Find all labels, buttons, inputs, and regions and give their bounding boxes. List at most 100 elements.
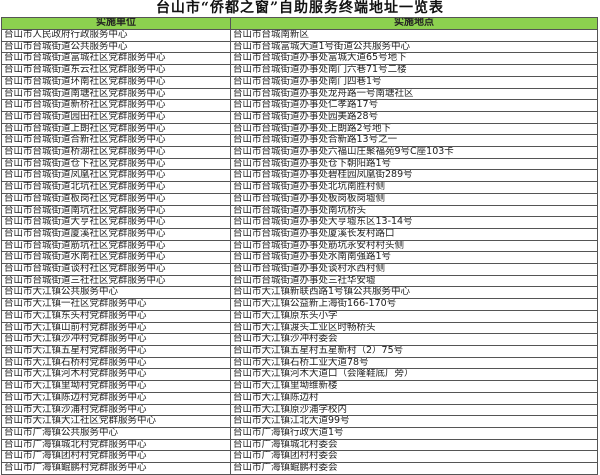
location-cell: 台山市台城街道办事处筋坑永安村村头侧 (230, 239, 598, 253)
table-row: 台山市台城街道凤凰社区党群服务中心 台山市台城街道办事处碧桂园凤凰街289号 (1, 169, 598, 183)
location-cell: 台山市大江镇江北大道99号 (230, 415, 598, 428)
location-cell: 台山市台城街道办事处仓下朝阳路1号 (230, 157, 598, 171)
location-cell: 台山市台城街道办事处上朗路2号地下 (230, 122, 598, 136)
table-row: 台山市广海镇城北村党群服务中心 台山市广海镇城北村委会 (1, 438, 598, 452)
location-cell: 台山市台城街道办事处板岗板岗墟侧 (230, 192, 598, 206)
table-row: 台山市台城街道上朗社区党群服务中心 台山市台城街道办事处上朗路2号地下 (1, 122, 598, 136)
location-cell: 台山市台城街道办事处水南南强路1号 (230, 251, 598, 265)
location-cell: 台山市台城街道办事处南坑桥头 (230, 204, 598, 218)
location-cell: 台山市台城街道办事处三社华安墟 (230, 274, 598, 288)
unit-cell: 台山市台城街道仓下社区党群服务中心 (1, 157, 231, 171)
unit-cell: 台山市广海镇城北村党群服务中心 (1, 438, 231, 452)
location-cell: 台山市台城街道办事处北坑南胜村侧 (230, 181, 598, 194)
location-cell: 台山市大江镇石桥工业大道78号 (230, 356, 598, 370)
header-location: 实施地点 (230, 17, 598, 30)
location-cell: 台山市广海镇团村村委会 (230, 450, 598, 464)
location-cell: 台山市台城街道办事处南门六巷71号二楼 (230, 64, 598, 77)
unit-cell: 台山市台城街道环南社区党群服务中心 (1, 75, 231, 89)
unit-cell: 台山市台城街道水南社区党群服务中心 (1, 251, 231, 265)
location-cell: 台山市大江镇沙冲村委会 (230, 333, 598, 346)
table-row: 台山市大江镇公共服务中心 台山市大江镇新联西路1号镇公共服务中心 (1, 286, 598, 300)
unit-cell: 台山市广海镇团村村党群服务中心 (1, 450, 231, 464)
table-row: 台山市台城街道合新社区党群服务中心 台山市台城街道办事处合新路13号之一 (1, 134, 598, 148)
table-row: 台山市台城街道三社社区党群服务中心 台山市台城街道办事处三社华安墟 (1, 274, 598, 288)
unit-cell: 台山市台城街道公共服务中心 (1, 40, 231, 54)
location-cell: 台山市大江镇原东头小学 (230, 309, 598, 323)
table-row: 台山市台城街道桥湖社区党群服务中心 台山市台城街道办事处六福山庄聚福苑9号C座10… (1, 146, 598, 159)
unit-cell: 台山市大江镇山前村党群服务中心 (1, 321, 231, 335)
unit-cell: 台山市大江镇陈边村党群服务中心 (1, 391, 231, 405)
location-cell: 台山市大江镇里坳维新楼 (230, 380, 598, 393)
table-row: 台山市台城街道筋坑社区党群服务中心 台山市台城街道办事处筋坑永安村村头侧 (1, 239, 598, 253)
unit-cell: 台山市台城街道谈村社区党群服务中心 (1, 263, 231, 276)
table-row: 台山市台城街道南塘社区党群服务中心 台山市台城街道办事处龙舟路一号南塘社区 (1, 87, 598, 101)
unit-cell: 台山市大江镇大江社区党群服务中心 (1, 415, 231, 428)
unit-cell: 台山市台城街道富城社区党群服务中心 (1, 52, 231, 66)
table-row: 台山市大江镇山前村党群服务中心 台山市大江镇渡头工业区时畅桥头 (1, 321, 598, 335)
unit-cell: 台山市台城街道北坑社区党群服务中心 (1, 181, 231, 194)
table-row: 台山市大江镇一社区党群服务中心 台山市大江镇公益新上海街166-170号 (1, 298, 598, 311)
table-row: 台山市大江镇沙浦村党群服务中心 台山市大江镇原沙浦学校内 (1, 403, 598, 417)
table-row: 台山市广海镇公共服务中心 台山市广海镇行政大道1号 (1, 426, 598, 440)
location-cell: 台山市广海镇鲲鹏村委会 (230, 462, 598, 475)
location-cell: 台山市台城街道办事处南门四巷1号 (230, 75, 598, 89)
table-row: 台山市台城街道板岗社区党群服务中心 台山市台城街道办事处板岗板岗墟侧 (1, 192, 598, 206)
unit-cell: 台山市台城街道桥湖社区党群服务中心 (1, 146, 231, 159)
unit-cell: 台山市台城街道南塘社区党群服务中心 (1, 87, 231, 101)
table-row: 台山市大江镇河木村党群服务中心 台山市大江镇河木大道口（会隆鞋底厂旁） (1, 368, 598, 382)
table-row: 台山市广海镇鲲鹏村党群服务中心 台山市广海镇鲲鹏村委会 (1, 462, 598, 475)
location-cell: 台山市台城街道办事处六福山庄聚福苑9号C座103卡 (230, 146, 598, 159)
unit-cell: 台山市台城街道三社社区党群服务中心 (1, 274, 231, 288)
location-cell: 台山市台城街道办事处龙舟路一号南塘社区 (230, 87, 598, 101)
table-row: 台山市大江镇里坳村党群服务中心 台山市大江镇里坳维新楼 (1, 380, 598, 393)
location-cell: 台山市台城街道办事处仁孝路17号 (230, 99, 598, 112)
table-row: 台山市台城街道环南社区党群服务中心 台山市台城街道办事处南门四巷1号 (1, 75, 598, 89)
unit-cell: 台山市广海镇鲲鹏村党群服务中心 (1, 462, 231, 475)
unit-cell: 台山市大江镇河木村党群服务中心 (1, 368, 231, 382)
location-cell: 台山市台城街道办事处合新路13号之一 (230, 134, 598, 148)
unit-cell: 台山市大江镇东头村党群服务中心 (1, 309, 231, 323)
table-row: 台山市台城街道富城社区党群服务中心 台山市台城街道办事处富城大道65号地下 (1, 52, 598, 66)
table-row: 台山市台城街道北坑社区党群服务中心 台山市台城街道办事处北坑南胜村侧 (1, 181, 598, 194)
table-row: 台山市大江镇石桥村党群服务中心 台山市大江镇石桥工业大道78号 (1, 356, 598, 370)
table-row: 台山市台城街道厦溪社区党群服务中心 台山市台城街道办事处厦溪长发村路口 (1, 227, 598, 241)
location-cell: 台山市大江镇原沙浦学校内 (230, 403, 598, 417)
unit-cell: 台山市台城街道上朗社区党群服务中心 (1, 122, 231, 136)
table-row: 台山市广海镇团村村党群服务中心 台山市广海镇团村村委会 (1, 450, 598, 464)
table-row: 台山市大江镇东头村党群服务中心 台山市大江镇原东头小学 (1, 309, 598, 323)
location-cell: 台山市台城街道办事处碧桂园凤凰街289号 (230, 169, 598, 183)
table-row: 台山市台城街道东云社区党群服务中心 台山市台城街道办事处南门六巷71号二楼 (1, 64, 598, 77)
location-cell: 台山市台城街道办事处谈村水西村侧 (230, 263, 598, 276)
unit-cell: 台山市台城街道合新社区党群服务中心 (1, 134, 231, 148)
unit-cell: 台山市大江镇里坳村党群服务中心 (1, 380, 231, 393)
unit-cell: 台山市大江镇一社区党群服务中心 (1, 298, 231, 311)
unit-cell: 台山市大江镇石桥村党群服务中心 (1, 356, 231, 370)
table-row: 台山市大江镇大江社区党群服务中心 台山市大江镇江北大道99号 (1, 415, 598, 428)
location-cell: 台山市大江镇河木大道口（会隆鞋底厂旁） (230, 368, 598, 382)
table-row: 台山市大江镇沙冲村党群服务中心 台山市大江镇沙冲村委会 (1, 333, 598, 346)
table-row: 台山市台城街道仓下社区党群服务中心 台山市台城街道办事处仓下朝阳路1号 (1, 157, 598, 171)
unit-cell: 台山市大江镇五星村党群服务中心 (1, 344, 231, 358)
location-cell: 台山市广海镇行政大道1号 (230, 426, 598, 440)
unit-cell: 台山市台城街道筋坑社区党群服务中心 (1, 239, 231, 253)
table-row: 台山市台城街道公共服务中心 台山市台城富城大道1号街道公共服务中心 (1, 40, 598, 54)
unit-cell: 台山市台城街道东云社区党群服务中心 (1, 64, 231, 77)
address-table: 实施单位 实施地点 台山市人民政府行政服务中心 台山市台城南新区 台山市台城街道公共… (1, 17, 598, 475)
location-cell: 台山市大江镇五星村五星新村（2）75号 (230, 344, 598, 358)
table-row: 台山市大江镇五星村党群服务中心 台山市大江镇五星村五星新村（2）75号 (1, 344, 598, 358)
table-row: 台山市台城街道水南社区党群服务中心 台山市台城街道办事处水南南强路1号 (1, 251, 598, 265)
unit-cell: 台山市台城街道南坑社区党群服务中心 (1, 204, 231, 218)
location-cell: 台山市台城街道办事处园美路28号 (230, 110, 598, 124)
table-row: 台山市台城街道谈村社区党群服务中心 台山市台城街道办事处谈村水西村侧 (1, 263, 598, 276)
header-unit: 实施单位 (1, 17, 231, 30)
location-cell: 台山市大江镇渡头工业区时畅桥头 (230, 321, 598, 335)
location-cell: 台山市大江镇新联西路1号镇公共服务中心 (230, 286, 598, 300)
table-row: 台山市台城街道新桥社区党群服务中心 台山市台城街道办事处仁孝路17号 (1, 99, 598, 112)
unit-cell: 台山市台城街道厦溪社区党群服务中心 (1, 227, 231, 241)
table-row: 台山市台城街道大亨社区党群服务中心 台山市台城街道办事处大亨墟东区13-14号 (1, 216, 598, 229)
unit-cell: 台山市广海镇公共服务中心 (1, 426, 231, 440)
table-header-row: 实施单位 实施地点 (1, 17, 598, 30)
location-cell: 台山市台城街道办事处富城大道65号地下 (230, 52, 598, 66)
table-row: 台山市台城街道南坑社区党群服务中心 台山市台城街道办事处南坑桥头 (1, 204, 598, 218)
page-title: 台山市“侨都之窗”自助服务终端地址一览表 (155, 0, 445, 16)
